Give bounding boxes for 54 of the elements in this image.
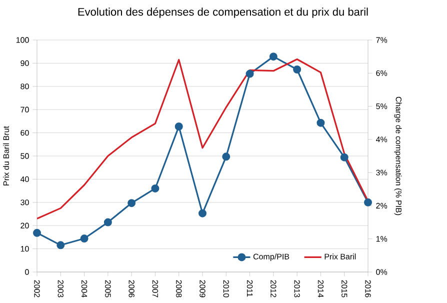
x-tick-label: 2008: [176, 280, 182, 298]
x-tick-label: 2013: [294, 280, 300, 298]
point: [269, 52, 278, 61]
y-tick-label: 90: [20, 60, 29, 66]
x-tick-label: 2012: [270, 280, 276, 298]
y-tick-label: 60: [20, 130, 29, 136]
x-tick-label: 2006: [128, 280, 134, 298]
point: [340, 153, 348, 162]
x-tick-label: 2005: [105, 280, 111, 298]
y-tick-label: 40: [20, 176, 29, 182]
y2-tick-label: 5%: [376, 103, 388, 110]
x-tick-label: 2015: [342, 280, 348, 298]
point: [104, 218, 112, 226]
point: [246, 70, 254, 78]
y-tick-label: 70: [20, 106, 29, 112]
point: [198, 209, 206, 218]
x-tick-label: 2004: [81, 280, 88, 298]
point: [222, 152, 230, 161]
x-tick-label: 2009: [200, 280, 206, 298]
point: [364, 198, 372, 206]
y-tick-label: 30: [20, 200, 29, 206]
point: [293, 66, 302, 74]
x-tick-label: 2003: [58, 280, 64, 298]
y2-tick-label: 2%: [376, 202, 388, 209]
point: [151, 184, 160, 192]
y-tick-label: 80: [20, 84, 29, 90]
point: [316, 118, 325, 127]
x-tick-label: 2010: [223, 280, 229, 298]
x-tick-label: 2002: [34, 280, 40, 298]
y-tick-label: 0: [25, 269, 29, 275]
x-tick-label: 2016: [365, 280, 371, 298]
y2-tick-label: 7%: [376, 37, 388, 43]
y2-tick-label: 6%: [376, 70, 388, 76]
y-axis-title: Prix du Baril Brut: [3, 126, 9, 186]
legend-label: Prix Baril: [324, 254, 356, 260]
y2-tick-label: 1%: [376, 236, 388, 242]
point: [128, 199, 136, 208]
point: [174, 122, 183, 131]
legend-label: Comp/PIB: [253, 254, 290, 261]
point: [56, 241, 65, 250]
y-tick-label: 50: [20, 153, 29, 159]
x-tick-label: 2011: [246, 280, 253, 297]
chart-title: Evolution des dépenses de compensation et du prix du baril: [78, 8, 368, 18]
point: [33, 228, 41, 237]
y2-tick-label: 4%: [376, 136, 388, 142]
y-tick-label: 10: [20, 246, 29, 252]
y-tick-label: 20: [20, 222, 29, 228]
point: [80, 234, 88, 243]
y-tick-label: 100: [16, 37, 29, 43]
x-tick-label: 2014: [318, 280, 324, 298]
x-tick-label: 2007: [152, 280, 158, 298]
y2-tick-label: 0%: [376, 269, 388, 275]
y2-tick-label: 3%: [376, 170, 388, 176]
y2-axis-title: Charge de compensation (% PIB): [394, 96, 402, 216]
